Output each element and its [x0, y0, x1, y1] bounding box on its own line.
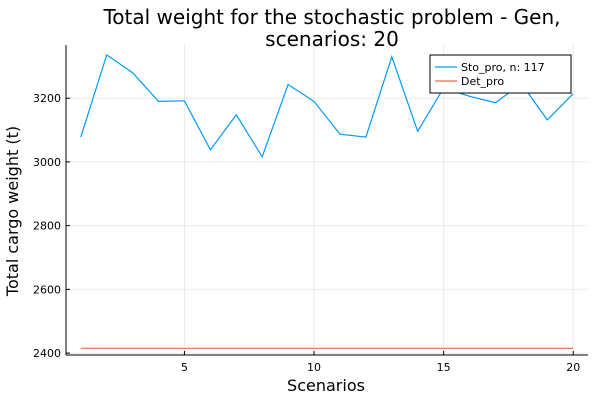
x-tick-label: 5 [181, 361, 188, 374]
series-lines [80, 53, 574, 349]
legend-label: Det_pro [461, 75, 504, 88]
tick-labels: 5 10 15 20 2400 2600 2800 3000 3200 [33, 92, 580, 374]
legend-label: Sto_pro, n: 117 [461, 61, 545, 74]
chart-title-line: scenarios: 20 [265, 27, 399, 51]
legend-box [429, 54, 572, 94]
y-tick-label: 3200 [33, 92, 61, 105]
y-tick-label: 2800 [33, 220, 61, 233]
chart-title: Total weight for the stochastic problem … [102, 5, 560, 51]
y-tick-label: 3000 [33, 156, 61, 169]
x-tick-label: 20 [566, 361, 580, 374]
x-tick-label: 15 [437, 361, 451, 374]
y-tick-label: 2400 [33, 347, 61, 360]
chart-title-line: Total weight for the stochastic problem … [102, 5, 560, 29]
axes [65, 45, 588, 356]
x-axis-label: Scenarios [287, 376, 365, 395]
y-axis-label: Total cargo weight (t) [3, 126, 22, 297]
y-tick-label: 2600 [33, 283, 61, 296]
series-line-1 [80, 53, 574, 159]
x-tick-label: 10 [307, 361, 321, 374]
